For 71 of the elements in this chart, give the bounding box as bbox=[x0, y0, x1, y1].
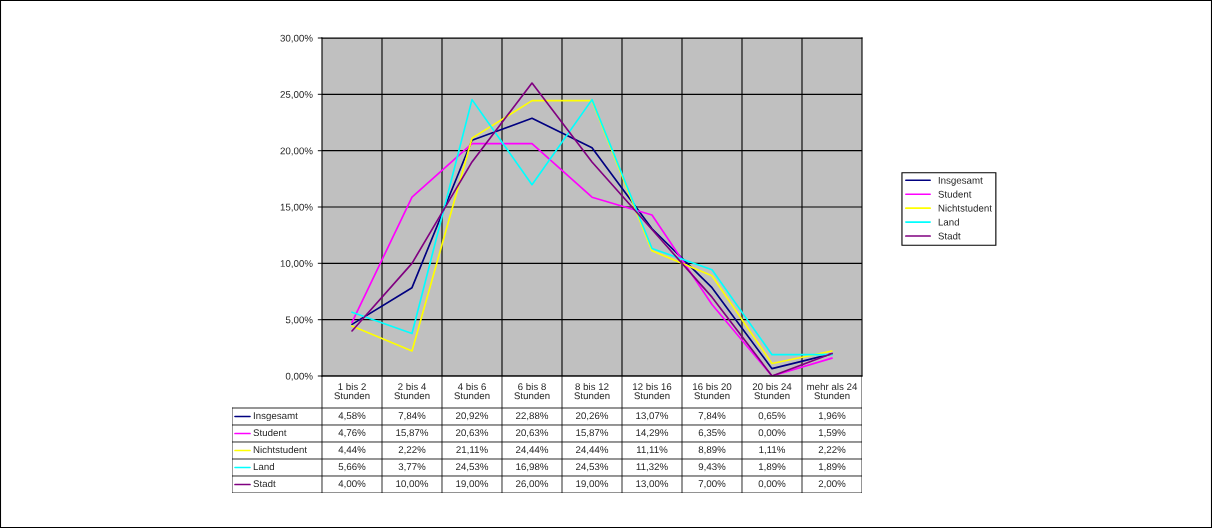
x-tick-label: 4 bis 6 Stunden bbox=[454, 382, 490, 400]
data-label: 19,00% bbox=[456, 480, 489, 489]
data-label: 13,00% bbox=[636, 480, 669, 489]
data-label: 4,00% bbox=[338, 480, 366, 489]
data-label: 2,22% bbox=[818, 446, 846, 455]
legend-label: Insgesamt bbox=[253, 412, 298, 422]
data-label: 5,66% bbox=[338, 463, 366, 472]
data-label: 6,35% bbox=[698, 429, 726, 438]
y-tick-label: 20,00% bbox=[280, 147, 313, 156]
data-label: 8,89% bbox=[698, 446, 726, 455]
data-label: 16,98% bbox=[516, 463, 549, 472]
text: Nichtstudent bbox=[938, 204, 992, 212]
data-label: 7,00% bbox=[698, 480, 726, 489]
y-tick-label: 10,00% bbox=[280, 260, 313, 269]
text: Stadt bbox=[253, 479, 276, 488]
legend-label: Nichtstudent bbox=[253, 445, 307, 454]
data-label: 11,11% bbox=[636, 446, 668, 455]
data-label: 24,53% bbox=[576, 463, 609, 472]
data-label: 24,44% bbox=[576, 446, 609, 455]
data-label: 7,84% bbox=[698, 412, 726, 421]
data-label: 20,63% bbox=[456, 429, 489, 438]
data-label: 4,44% bbox=[338, 446, 366, 455]
text: Land bbox=[253, 462, 274, 471]
data-label: 9,43% bbox=[698, 463, 726, 472]
text: Student bbox=[938, 190, 972, 198]
data-label: 24,44% bbox=[516, 446, 549, 455]
data-label: 20,63% bbox=[516, 429, 549, 438]
x-tick-label: 20 bis 24 Stunden bbox=[752, 382, 792, 400]
y-tick-label: 25,00% bbox=[280, 91, 313, 100]
data-label: 24,53% bbox=[456, 463, 489, 472]
y-tick-label: 0,00% bbox=[285, 372, 313, 381]
data-label: 1,59% bbox=[818, 429, 846, 438]
data-label: 1,89% bbox=[818, 463, 846, 472]
data-label: 13,07% bbox=[636, 412, 669, 421]
data-label: 20,92% bbox=[456, 412, 489, 421]
data-label: 22,88% bbox=[516, 412, 549, 421]
data-label: 19,00% bbox=[576, 480, 609, 489]
data-label: 11,32% bbox=[636, 463, 668, 472]
legend-label: Land bbox=[938, 218, 959, 226]
y-tick-label: 5,00% bbox=[285, 316, 313, 325]
data-label: 2,22% bbox=[398, 446, 426, 455]
data-label: 4,58% bbox=[338, 412, 366, 421]
x-tick-label: 12 bis 16 Stunden bbox=[633, 382, 672, 400]
data-label: 3,77% bbox=[398, 463, 426, 472]
data-label: 1,96% bbox=[818, 412, 846, 421]
data-label: 4,76% bbox=[338, 429, 366, 438]
x-tick-label: 6 bis 8 Stunden bbox=[514, 382, 550, 400]
data-label: 26,00% bbox=[516, 480, 549, 489]
data-label: 20,26% bbox=[576, 412, 609, 421]
data-label: 0,00% bbox=[758, 429, 786, 438]
x-tick-label: 8 bis 12 Stunden bbox=[574, 382, 610, 400]
data-label: 21,11% bbox=[456, 446, 488, 455]
data-label: 0,65% bbox=[758, 412, 786, 421]
data-label: 2,00% bbox=[818, 480, 846, 489]
x-tick-label: 16 bis 20 Stunden bbox=[693, 382, 732, 400]
x-tick-label: mehr als 24 Stunden bbox=[807, 382, 858, 400]
legend-label: Student bbox=[253, 428, 287, 437]
data-label: 10,00% bbox=[396, 480, 429, 489]
data-label: 0,00% bbox=[758, 480, 786, 489]
data-label: 7,84% bbox=[398, 412, 426, 421]
text: Insgesamt bbox=[938, 177, 983, 186]
x-tick-label: 1 bis 2 Stunden bbox=[334, 382, 370, 400]
legend-label: Stadt bbox=[938, 232, 961, 240]
data-label: 15,87% bbox=[576, 429, 609, 438]
y-tick-label: 15,00% bbox=[280, 203, 313, 212]
data-label: 15,87% bbox=[396, 429, 429, 438]
y-tick-label: 30,00% bbox=[280, 34, 313, 43]
x-tick-label: 2 bis 4 Stunden bbox=[394, 382, 430, 400]
data-label: 1,89% bbox=[758, 463, 786, 472]
data-label: 1,11% bbox=[759, 446, 786, 455]
data-label: 14,29% bbox=[636, 429, 669, 438]
